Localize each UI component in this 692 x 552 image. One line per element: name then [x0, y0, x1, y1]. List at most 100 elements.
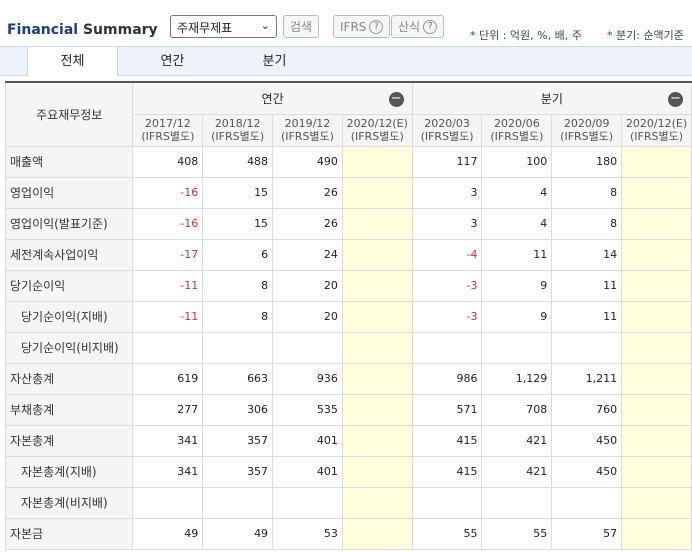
table-cell: 3: [411, 176, 483, 209]
tab-quarter[interactable]: 분기: [262, 54, 287, 69]
row-label[interactable]: 세전계속사업이익: [4, 238, 134, 271]
row-label[interactable]: 영업이익: [4, 176, 134, 209]
quarter-basis-note: * 분기: 순액기준: [607, 29, 684, 42]
table-cell: 490: [272, 145, 343, 178]
table-cell: 415: [411, 424, 483, 457]
row-label[interactable]: 자본총계(지배): [4, 455, 134, 488]
table-row: 부채총계 277 306 535 571 708 760: [4, 393, 692, 426]
table-cell: [621, 238, 692, 271]
table-cell: 421: [481, 424, 553, 457]
table-row: 영업이익(발표기준) -16 15 26 3 4 8: [4, 207, 692, 240]
table-cell: [621, 176, 692, 209]
table-cell: 708: [481, 393, 553, 426]
table-cell: [341, 424, 413, 457]
table-cell: 760: [551, 393, 623, 426]
table-cell: 49: [132, 517, 204, 550]
table-cell: 4: [481, 207, 553, 240]
table-cell: [341, 362, 413, 395]
table-cell: 55: [481, 517, 553, 550]
table-cell: [621, 331, 692, 364]
table-cell: [481, 331, 553, 364]
table-cell: -11: [132, 269, 204, 302]
column-header: 2018/12 (IFRS별도): [202, 113, 274, 147]
table-cell: [621, 362, 692, 395]
column-basis: (IFRS별도): [141, 130, 195, 143]
table-cell: [341, 455, 413, 488]
collapse-annual-icon[interactable]: −: [388, 92, 404, 107]
table-cell: 306: [202, 393, 274, 426]
help-icon: ?: [369, 19, 384, 34]
table-cell: [341, 269, 413, 302]
row-label[interactable]: 당기순이익(지배): [4, 300, 134, 333]
search-button[interactable]: 검색: [283, 15, 320, 38]
table-cell: 55: [411, 517, 483, 550]
table-cell: 180: [551, 145, 623, 178]
table-cell: 450: [551, 455, 623, 488]
quarter-group-label: 분기: [540, 91, 563, 106]
table-cell: [132, 331, 204, 364]
unit-note: * 단위 : 억원, %, 배, 주: [470, 29, 582, 42]
column-basis: (IFRS별도): [420, 130, 474, 143]
table-cell: [621, 300, 692, 333]
ifrs-button[interactable]: IFRS ?: [333, 15, 391, 38]
tab-annual[interactable]: 연간: [160, 54, 185, 69]
page-title-part1: Financial: [7, 22, 79, 38]
table-cell: 986: [411, 362, 483, 395]
row-label[interactable]: 자본총계(비지배): [4, 486, 134, 519]
table-cell: 936: [272, 362, 343, 395]
row-label[interactable]: 당기순이익: [4, 269, 134, 302]
table-cell: [551, 331, 623, 364]
table-cell: 535: [272, 393, 343, 426]
table-row: 자본금 49 49 53 55 55 57: [4, 517, 692, 550]
statement-type-select[interactable]: 주재무제표 ⌄: [170, 15, 277, 38]
table-cell: 8: [551, 176, 623, 209]
table-cell: [621, 486, 692, 519]
column-period: 2020/06: [494, 117, 540, 130]
table-body: 매출액 408 488 490 117 100 180 영업이익 -16 15 26 3 4 8 영업이익(…: [4, 145, 692, 550]
column-basis: (IFRS별도): [630, 130, 684, 143]
table-cell: 401: [272, 424, 343, 457]
table-cell: 9: [481, 300, 553, 333]
column-period: 2018/12: [214, 117, 261, 130]
column-header-row: 2017/12 (IFRS별도) 2018/12 (IFRS별도) 2019/12 (IF…: [6, 113, 692, 147]
table-cell: [341, 331, 413, 364]
table-cell: -17: [132, 238, 204, 271]
table-cell: 341: [132, 455, 204, 488]
table-cell: [202, 331, 274, 364]
help-icon: ?: [423, 19, 438, 34]
table-cell: [621, 455, 692, 488]
row-label[interactable]: 자산총계: [4, 362, 134, 395]
table-cell: 100: [481, 145, 553, 178]
table-cell: 11: [481, 238, 553, 271]
table-cell: 49: [202, 517, 274, 550]
table-cell: 619: [132, 362, 204, 395]
row-label[interactable]: 당기순이익(비지배): [4, 331, 134, 364]
table-cell: 6: [202, 238, 274, 271]
table-cell: [272, 486, 343, 519]
row-label[interactable]: 영업이익(발표기준): [4, 207, 134, 240]
table-cell: -16: [132, 176, 204, 209]
table-cell: 4: [481, 176, 553, 209]
row-label[interactable]: 자본금: [4, 517, 134, 550]
table-cell: [621, 517, 692, 550]
table-cell: -16: [132, 207, 204, 240]
table-row: 당기순이익 -11 8 20 -3 9 11: [4, 269, 692, 302]
annual-group-label: 연간: [261, 91, 284, 106]
formula-button[interactable]: 산식 ?: [391, 15, 445, 38]
table-cell: 357: [202, 424, 274, 457]
table-cell: 53: [272, 517, 343, 550]
row-label[interactable]: 부채총계: [4, 393, 134, 426]
column-header: 2020/12(E) (IFRS별도): [341, 113, 413, 147]
top-bar: Financial Summary 주재무제표 ⌄ 검색 IFRS ? 산식 ?…: [0, 0, 692, 46]
collapse-quarter-icon[interactable]: −: [668, 92, 683, 107]
table-cell: 8: [551, 207, 623, 240]
page-title-part2: Summary: [78, 22, 158, 38]
search-button-label: 검색: [290, 20, 313, 34]
row-label[interactable]: 매출액: [4, 145, 134, 178]
row-label[interactable]: 자본총계: [4, 424, 134, 457]
table-row: 매출액 408 488 490 117 100 180: [4, 145, 692, 178]
ifrs-button-label: IFRS: [340, 19, 367, 34]
column-header: 2020/12(E) (IFRS별도): [621, 113, 692, 147]
tab-all[interactable]: 전체: [27, 47, 118, 77]
table-cell: [621, 424, 692, 457]
